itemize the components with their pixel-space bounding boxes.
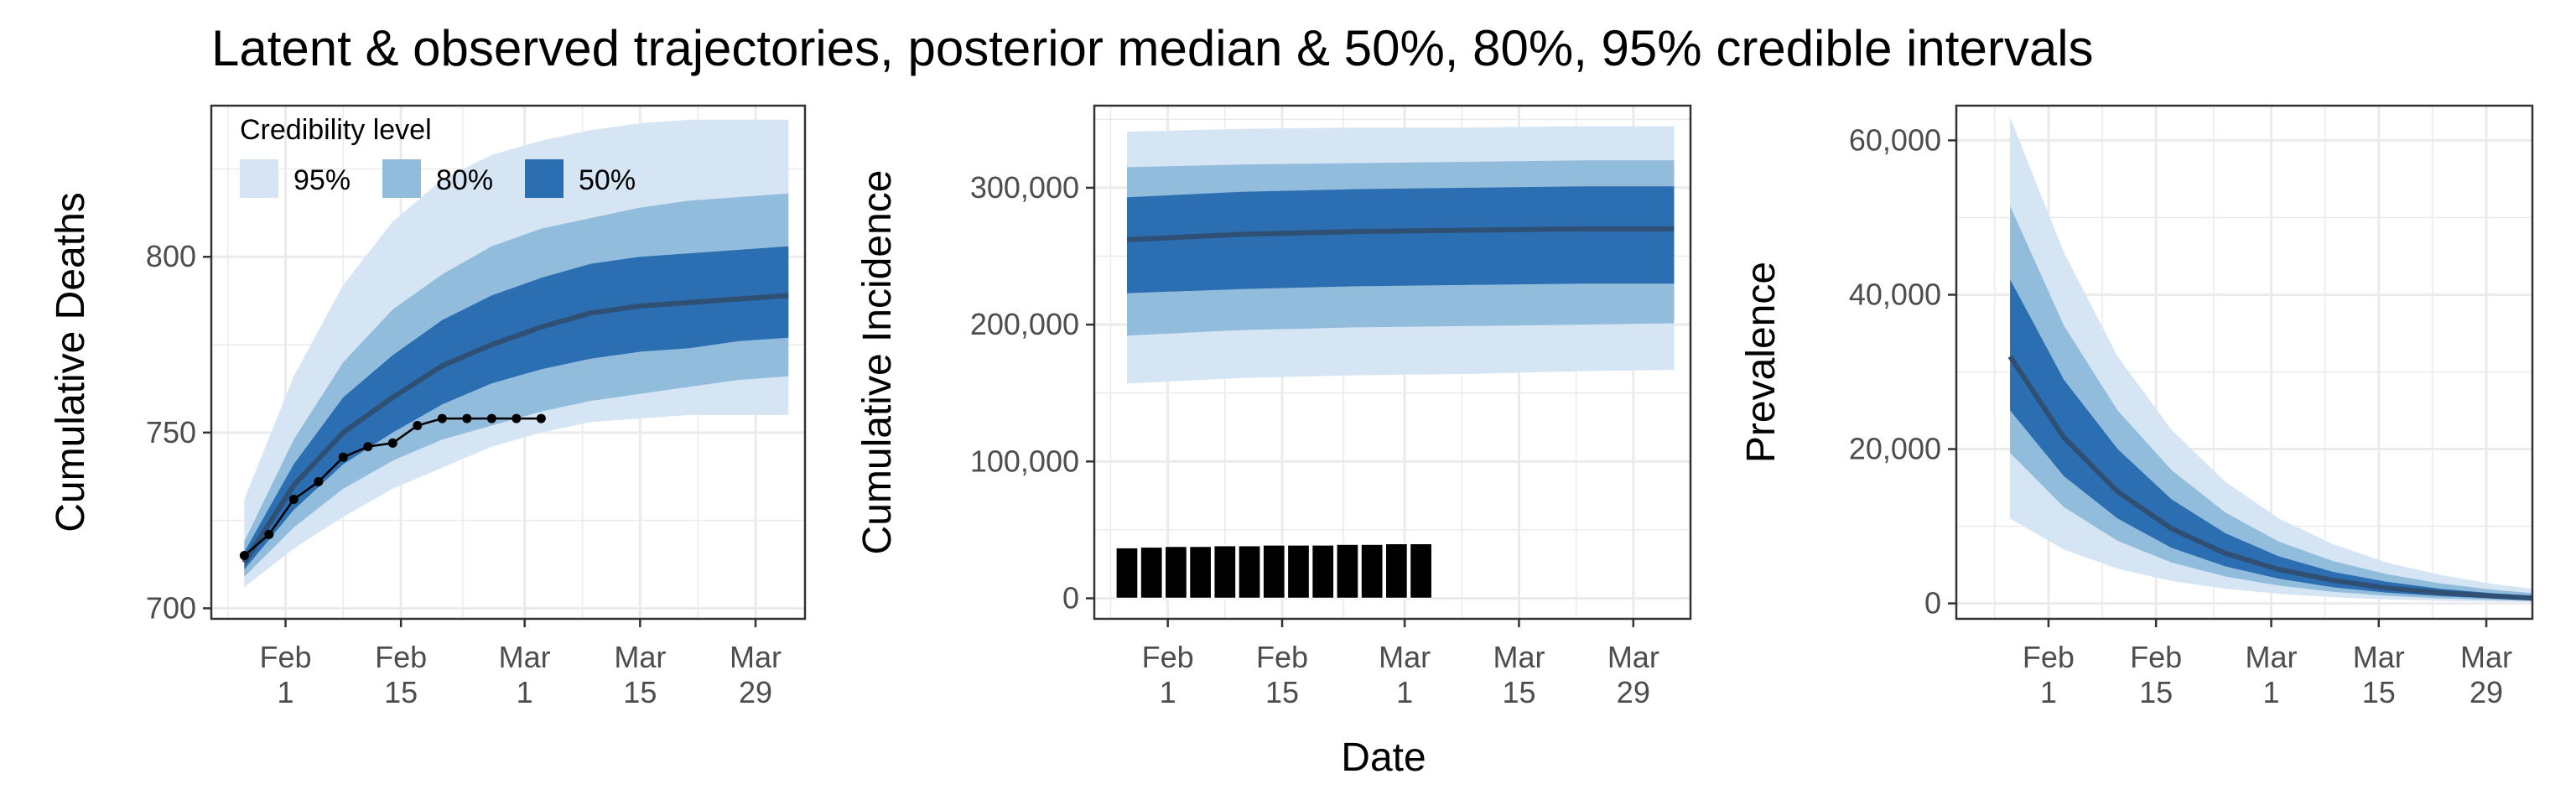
y-axis-title: Cumulative Deaths [49, 192, 93, 532]
panel-border [210, 104, 807, 621]
band-50 [1127, 186, 1675, 293]
legend-label: 95% [293, 164, 351, 196]
x-tick-label-month: Feb [1142, 640, 1194, 674]
y-tick-label: 60,000 [1849, 122, 1941, 157]
x-tick-label-month: Mar [2246, 640, 2298, 674]
legend-label: 80% [436, 164, 493, 196]
observed-bar [1409, 543, 1433, 600]
observed-bar [1311, 544, 1335, 600]
x-tick-label-day: 15 [623, 675, 657, 709]
observed-point [288, 494, 299, 504]
observed-point [413, 420, 423, 430]
y-axis-title: Cumulative Incidence [855, 170, 900, 555]
x-tick-label-month: Mar [2353, 640, 2405, 674]
figure-title: Latent & observed trajectories, posterio… [211, 20, 2094, 76]
x-tick-label-day: 1 [2263, 675, 2280, 709]
observed-point [536, 413, 546, 423]
band-50 [2010, 279, 2532, 600]
x-tick-label-day: 1 [1396, 675, 1413, 709]
x-tick-label-day: 1 [1160, 675, 1176, 709]
panel-cumulative-incidence: 0100,000200,000300,000Feb1Feb15Mar1Mar15… [855, 104, 1692, 709]
legend: Credibility level 95% 80% 50% [240, 114, 636, 198]
x-tick-label-day: 1 [517, 675, 533, 709]
observed-point [264, 529, 274, 539]
observed-point [314, 477, 324, 487]
observed-bar [1115, 547, 1139, 600]
y-tick-label: 200,000 [970, 307, 1079, 341]
legend-title: Credibility level [240, 114, 432, 146]
observed-point [338, 452, 348, 462]
x-tick-label-month: Mar [1493, 640, 1545, 674]
band-50 [244, 246, 789, 570]
x-tick-label-month: Mar [1379, 640, 1431, 674]
x-tick-label-day: 29 [2470, 675, 2503, 709]
x-tick-label-day: 29 [739, 675, 772, 709]
observed-bar [1213, 544, 1237, 600]
x-tick-label-month: Feb [2023, 640, 2075, 674]
y-tick-label: 100,000 [970, 444, 1079, 478]
observed-point [512, 413, 522, 423]
median-line [242, 293, 789, 564]
x-tick-label-month: Mar [1607, 640, 1659, 674]
x-tick-label-day: 1 [2040, 675, 2057, 709]
observed-point [239, 551, 249, 561]
panel-border [1955, 104, 2534, 621]
x-tick-label-month: Mar [614, 640, 666, 674]
y-tick-label: 40,000 [1849, 277, 1941, 311]
x-tick-label-day: 29 [1617, 675, 1650, 709]
panel-cumulative-deaths: 700750800Feb1Feb15Mar1Mar15Mar29Cumulati… [49, 104, 807, 709]
observed-bar [1140, 546, 1164, 600]
observed-bar [1360, 543, 1384, 600]
y-axis-title: Prevalence [1739, 262, 1784, 463]
legend-label: 50% [579, 164, 636, 196]
y-tick-label: 300,000 [970, 170, 1079, 205]
x-tick-label-month: Mar [499, 640, 551, 674]
y-tick-label: 800 [146, 239, 196, 273]
x-tick-label-month: Mar [2460, 640, 2512, 674]
x-tick-label-month: Feb [1256, 640, 1308, 674]
observed-point [462, 413, 472, 423]
observed-point [363, 442, 373, 452]
x-tick-label-month: Feb [259, 640, 311, 674]
x-axis-title: Date [1341, 735, 1426, 780]
observed-bar [1262, 544, 1286, 600]
observed-bar [1188, 545, 1213, 600]
x-tick-label-day: 15 [384, 675, 418, 709]
x-tick-label-day: 15 [1265, 675, 1299, 709]
panel-prevalence: 020,00040,00060,000Feb1Feb15Mar1Mar15Mar… [1739, 104, 2534, 709]
y-tick-label: 20,000 [1849, 432, 1941, 466]
legend-key-80 [382, 159, 421, 198]
legend-key-50 [525, 159, 564, 198]
x-tick-label-month: Mar [730, 640, 782, 674]
observed-point [437, 413, 447, 423]
panel-border [1093, 104, 1692, 621]
observed-bar [1164, 545, 1188, 600]
observed-bar [1238, 544, 1261, 600]
x-tick-label-day: 15 [1502, 675, 1535, 709]
y-tick-label: 0 [1062, 581, 1079, 615]
x-tick-label-day: 15 [2362, 675, 2396, 709]
y-tick-label: 0 [1924, 586, 1941, 621]
observed-point [387, 438, 397, 448]
x-tick-label-month: Feb [2130, 640, 2182, 674]
observed-bar [1384, 543, 1409, 600]
x-tick-label-day: 15 [2139, 675, 2173, 709]
observed-bar [1286, 544, 1311, 600]
x-tick-label-month: Feb [375, 640, 427, 674]
observed-point [486, 413, 496, 423]
observed-bar [1336, 543, 1359, 600]
median-line [2007, 355, 2532, 601]
legend-key-95 [240, 159, 278, 198]
median-line [1126, 226, 1675, 242]
x-tick-label-day: 1 [277, 675, 293, 709]
y-tick-label: 750 [146, 415, 196, 449]
y-tick-label: 700 [146, 590, 196, 625]
